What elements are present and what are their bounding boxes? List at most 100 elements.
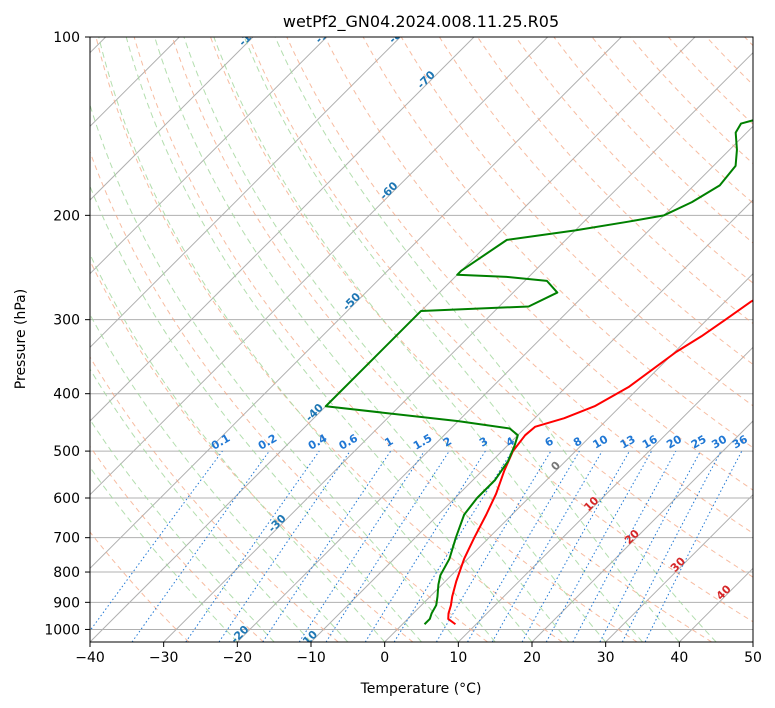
y-tick-label: 200 (53, 208, 80, 224)
x-tick-label: 40 (670, 650, 688, 666)
moist-adiabat-line (274, 37, 717, 642)
mixing-ratio-label: 0.2 (256, 432, 279, 453)
y-tick-label: 100 (53, 30, 80, 46)
mixing-ratio-label: 36 (730, 432, 750, 451)
isotherm-line (605, 493, 753, 642)
moist-adiabat-line (213, 37, 643, 642)
dry-adiabat-label: -30 (266, 512, 289, 535)
dry-adiabat-label: -100 (236, 20, 265, 49)
y-axis-label: Pressure (hPa) (13, 289, 29, 389)
mixing-ratio-label: 20 (664, 432, 684, 451)
moist-adiabat-line (90, 466, 238, 642)
mixing-ratio-line (90, 450, 223, 632)
y-tick-label: 700 (53, 531, 80, 547)
mixing-ratio-label: 0.4 (306, 431, 330, 452)
isotherm-line (90, 37, 401, 349)
moist-adiabat-line (90, 253, 386, 642)
x-tick-label: −40 (75, 650, 105, 666)
isotherm-line (531, 420, 753, 642)
mixing-ratio-line (325, 450, 450, 642)
isotherm-line (678, 567, 753, 642)
mixing-ratio-line (298, 450, 425, 642)
isotherm-line (236, 125, 753, 642)
moist-adiabat-line (243, 37, 680, 642)
isotherm-line (384, 272, 753, 642)
y-tick-label: 900 (53, 595, 80, 611)
dry-adiabat-line (90, 150, 488, 642)
dry-adiabat-line (362, 37, 753, 449)
dry-adiabat-line (553, 37, 753, 244)
isotherm-line (90, 37, 254, 201)
isotherm-line (90, 37, 475, 422)
moist-adiabat-label: 40 (714, 582, 734, 602)
dry-adiabat-line (95, 37, 563, 642)
isopleth-labels: 0.1 0.2 0.4 0.6 1 1.5 2 3 4 6 8 10 13 16 20 25 30 36-100-… (209, 20, 750, 646)
x-tick-label: 10 (449, 650, 467, 666)
dry-adiabat-label: -90 (313, 23, 336, 46)
mixing-ratio-line (262, 450, 392, 642)
dry-adiabat-line (668, 37, 753, 125)
mixing-ratio-label: 1.5 (411, 432, 434, 453)
dewpoint-profile-line (324, 119, 753, 625)
y-tick-label: 300 (53, 313, 80, 329)
moist-adiabat-line (90, 103, 459, 642)
isotherm-line (457, 346, 753, 642)
mixing-ratio-line (185, 450, 320, 642)
background-lines (90, 37, 753, 642)
profile-lines (324, 119, 753, 626)
mixing-ratio-label: 0.1 (209, 432, 232, 453)
chart-title: wetPf2_GN04.2024.008.11.25.R05 (283, 12, 559, 32)
dry-adiabat-line (477, 37, 753, 325)
dry-adiabat-line (133, 37, 638, 642)
moist-adiabat-line (90, 313, 349, 642)
dry-adiabat-line (90, 259, 414, 642)
x-tick-label: 20 (523, 650, 541, 666)
mixing-ratio-label: 13 (618, 433, 638, 452)
isotherm-line (310, 199, 753, 642)
moist-adiabat-label: 10 (581, 494, 601, 514)
mixing-ratio-line (545, 450, 653, 642)
dry-adiabat-line (90, 445, 264, 642)
isotherm-line (752, 641, 753, 642)
y-tick-label: 800 (53, 565, 80, 581)
dry-adiabat-line (744, 37, 753, 47)
mixing-ratio-line (572, 450, 677, 642)
mixing-ratio-label: 10 (591, 432, 611, 451)
dry-adiabat-line (324, 37, 753, 491)
dry-adiabat-label: -20 (228, 623, 251, 646)
axes: −40 −30 −20 −10 0 10 20 30 40 50 1000 900 800 700 600 5… (44, 30, 762, 666)
mixing-ratio-label: 6 (543, 434, 556, 449)
mixing-ratio-line (467, 450, 580, 642)
dry-adiabat-label: -70 (415, 68, 438, 91)
dry-adiabat-line (286, 37, 753, 534)
x-tick-label: 30 (597, 650, 615, 666)
isotherm-line (163, 51, 753, 642)
isotherm-line (90, 37, 549, 496)
temperature-profile-line (447, 299, 753, 626)
plot-frame (89, 36, 754, 643)
mixing-ratio-label: 25 (689, 433, 709, 452)
x-tick-label: 50 (744, 650, 762, 666)
x-tick-label: −20 (223, 650, 253, 666)
mixing-ratio-line (364, 450, 486, 642)
mixing-ratio-label: 1 (382, 435, 395, 450)
mixing-ratio-label: 3 (477, 435, 490, 450)
dry-adiabat-line (90, 356, 339, 642)
moist-adiabat-line (154, 37, 570, 642)
mixing-ratio-line (521, 450, 630, 642)
mixing-ratio-line (393, 450, 513, 642)
mixing-ratio-line (491, 450, 603, 642)
mixing-ratio-line (131, 450, 270, 642)
moist-adiabat-line (183, 37, 607, 642)
dry-adiabat-line (210, 37, 753, 623)
y-tick-label: 400 (53, 387, 80, 403)
dry-adiabat-line (439, 37, 753, 366)
moist-adiabat-line (90, 418, 275, 642)
moist-adiabat-line (90, 184, 422, 642)
dry-adiabat-line (90, 531, 190, 642)
x-axis-label: Temperature (°C) (360, 681, 482, 697)
dry-adiabat-label: -60 (377, 179, 400, 202)
mixing-ratio-line (218, 450, 351, 642)
dry-adiabat-label: -80 (386, 23, 409, 46)
